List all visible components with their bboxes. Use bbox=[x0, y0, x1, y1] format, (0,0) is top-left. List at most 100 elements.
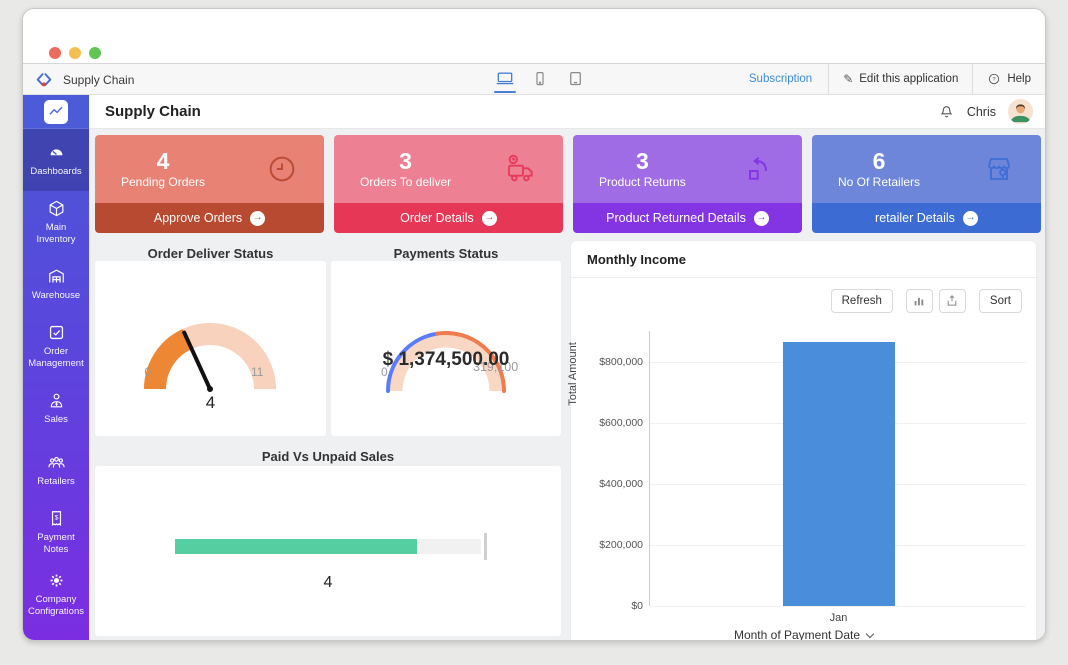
approve-orders-button[interactable]: Approve Orders → bbox=[95, 203, 324, 233]
selected-device-underline bbox=[494, 90, 516, 93]
people-group-icon bbox=[47, 456, 65, 468]
product-returned-details-button[interactable]: Product Returned Details → bbox=[573, 203, 802, 233]
cube-icon bbox=[49, 200, 63, 217]
action-label: Order Details bbox=[400, 211, 474, 225]
top-toolbar: Supply Chain Subscription bbox=[23, 63, 1045, 95]
return-box-icon bbox=[749, 157, 767, 180]
sidebar-item-dashboards[interactable]: Dashboards bbox=[23, 129, 89, 191]
desktop-view-button[interactable] bbox=[493, 64, 517, 94]
monthly-income-panel: Monthly Income Refresh Sort Total Amount… bbox=[567, 241, 1036, 641]
sort-button[interactable]: Sort bbox=[978, 289, 1022, 313]
sidebar-item-label: Payment Notes bbox=[37, 532, 75, 555]
stat-card-pending-orders: 4 Pending Orders Approve Orders → bbox=[95, 135, 324, 233]
refresh-button[interactable]: Refresh bbox=[830, 289, 893, 313]
export-button[interactable] bbox=[938, 289, 966, 313]
sales-person-icon bbox=[50, 393, 62, 408]
page-title: Supply Chain bbox=[105, 103, 201, 120]
edit-application-label: Edit this application bbox=[859, 73, 959, 85]
y-tick-label: $200,000 bbox=[599, 538, 643, 551]
username-label: Chris bbox=[966, 104, 996, 119]
toolbar-app-name: Supply Chain bbox=[63, 73, 135, 87]
device-preview-switcher bbox=[493, 64, 587, 94]
retailer-details-button[interactable]: retailer Details → bbox=[812, 203, 1041, 233]
zoom-window-icon[interactable] bbox=[89, 47, 101, 59]
sidebar-item-sales[interactable]: Sales bbox=[23, 377, 89, 439]
progress-end-tick bbox=[484, 533, 487, 560]
payments-value-label: $ 1,374,500.00 bbox=[382, 349, 510, 370]
bar-chart-icon bbox=[915, 297, 924, 306]
edit-application-button[interactable]: ✎ Edit this application bbox=[828, 64, 972, 94]
chevron-down-icon[interactable] bbox=[865, 629, 875, 638]
gauge-icon bbox=[50, 149, 62, 156]
sidebar-app-logo[interactable] bbox=[23, 95, 89, 129]
gauge-min-label: 0 bbox=[144, 365, 151, 379]
chart-type-button[interactable] bbox=[905, 289, 933, 313]
order-details-button[interactable]: Order Details → bbox=[334, 203, 563, 233]
minimize-window-icon[interactable] bbox=[69, 47, 81, 59]
receipt-icon: $ bbox=[51, 511, 61, 527]
stat-label: No Of Retailers bbox=[838, 175, 921, 190]
header-right: Chris bbox=[938, 95, 1033, 128]
bar-jan[interactable] bbox=[782, 341, 895, 606]
stat-value: 4 bbox=[156, 147, 170, 174]
sidebar-item-order-management[interactable]: Order Management bbox=[23, 315, 89, 377]
order-deliver-status-gauge: 0 11 4 bbox=[95, 261, 326, 436]
toolbar-right-actions: Subscription ✎ Edit this application ? H… bbox=[733, 64, 1045, 94]
subscription-link[interactable]: Subscription bbox=[748, 73, 813, 85]
sidebar-item-warehouse[interactable]: Warehouse bbox=[23, 253, 89, 315]
app-window: Supply Chain Subscription bbox=[22, 8, 1046, 641]
stat-card-body: 6 No Of Retailers bbox=[812, 135, 1041, 203]
stat-value: 6 bbox=[872, 147, 886, 174]
delivery-truck-icon bbox=[508, 154, 533, 182]
paid-vs-unpaid-title: Paid Vs Unpaid Sales bbox=[261, 449, 395, 464]
y-tick-label: $800,000 bbox=[599, 355, 643, 368]
sidebar-item-label: Retailers bbox=[37, 475, 75, 487]
progress-track bbox=[175, 539, 481, 554]
chart-toolbar: Refresh Sort bbox=[830, 289, 1022, 313]
gauge-value-label: 4 bbox=[205, 393, 216, 412]
sidebar-item-payment-notes[interactable]: $ Payment Notes bbox=[23, 501, 89, 563]
sidebar-item-retailers[interactable]: Retailers bbox=[23, 439, 89, 501]
creator-logo-icon[interactable] bbox=[35, 71, 53, 89]
gridline bbox=[650, 606, 1026, 607]
help-label: Help bbox=[1007, 73, 1031, 85]
phone-view-button[interactable] bbox=[528, 64, 552, 94]
svg-text:?: ? bbox=[993, 77, 997, 83]
export-icon bbox=[948, 295, 957, 306]
warehouse-icon bbox=[48, 269, 64, 283]
gauge-max-label: 11 bbox=[251, 365, 264, 379]
monthly-income-bar-chart: $0 $200,000 $400,000 $600,000 $800,000 Jan bbox=[599, 331, 1026, 624]
avatar[interactable] bbox=[1008, 99, 1033, 124]
checklist-icon bbox=[49, 326, 63, 340]
sidebar-item-label: Dashboards bbox=[30, 165, 82, 177]
x-axis-title: Month of Payment Date bbox=[733, 628, 861, 641]
arrow-right-icon: → bbox=[753, 210, 769, 226]
pencil-icon: ✎ bbox=[843, 72, 854, 86]
stat-label: Pending Orders bbox=[121, 175, 206, 190]
store-icon bbox=[988, 158, 1011, 180]
tablet-view-button[interactable] bbox=[563, 64, 587, 94]
help-button[interactable]: ? Help bbox=[972, 64, 1045, 94]
sidebar-item-label: Order Management bbox=[28, 346, 84, 369]
x-axis-title-row: Month of Payment Date bbox=[571, 628, 1036, 641]
stat-card-no-of-retailers: 6 No Of Retailers retailer Details → bbox=[812, 135, 1041, 233]
paid-vs-unpaid-card: 4 bbox=[95, 466, 561, 636]
y-tick-label: $400,000 bbox=[599, 477, 643, 490]
stat-label: Product Returns bbox=[599, 175, 686, 190]
sidebar-item-label: Main Inventory bbox=[36, 222, 76, 245]
svg-text:$: $ bbox=[54, 515, 58, 522]
sidebar-item-label: Sales bbox=[44, 413, 68, 425]
close-window-icon[interactable] bbox=[49, 47, 61, 59]
notification-bell-icon[interactable] bbox=[938, 103, 955, 121]
action-label: Approve Orders bbox=[153, 211, 243, 225]
titlebar bbox=[23, 9, 1045, 63]
gauge-ring-arc bbox=[386, 331, 506, 393]
gauge-arc bbox=[144, 323, 276, 392]
payments-status-gauge: 0 319,100 $ 1,374,500.00 bbox=[331, 261, 561, 436]
x-category-label: Jan bbox=[829, 612, 848, 624]
sidebar-item-main-inventory[interactable]: Main Inventory bbox=[23, 191, 89, 253]
gauge-min-label: 0 bbox=[381, 365, 388, 379]
sidebar-item-company-configurations[interactable]: Company Configrations bbox=[23, 563, 89, 625]
y-tick-label: $600,000 bbox=[599, 416, 643, 429]
sidebar-nav: Dashboards Main Inventory Warehouse Orde… bbox=[23, 95, 89, 640]
